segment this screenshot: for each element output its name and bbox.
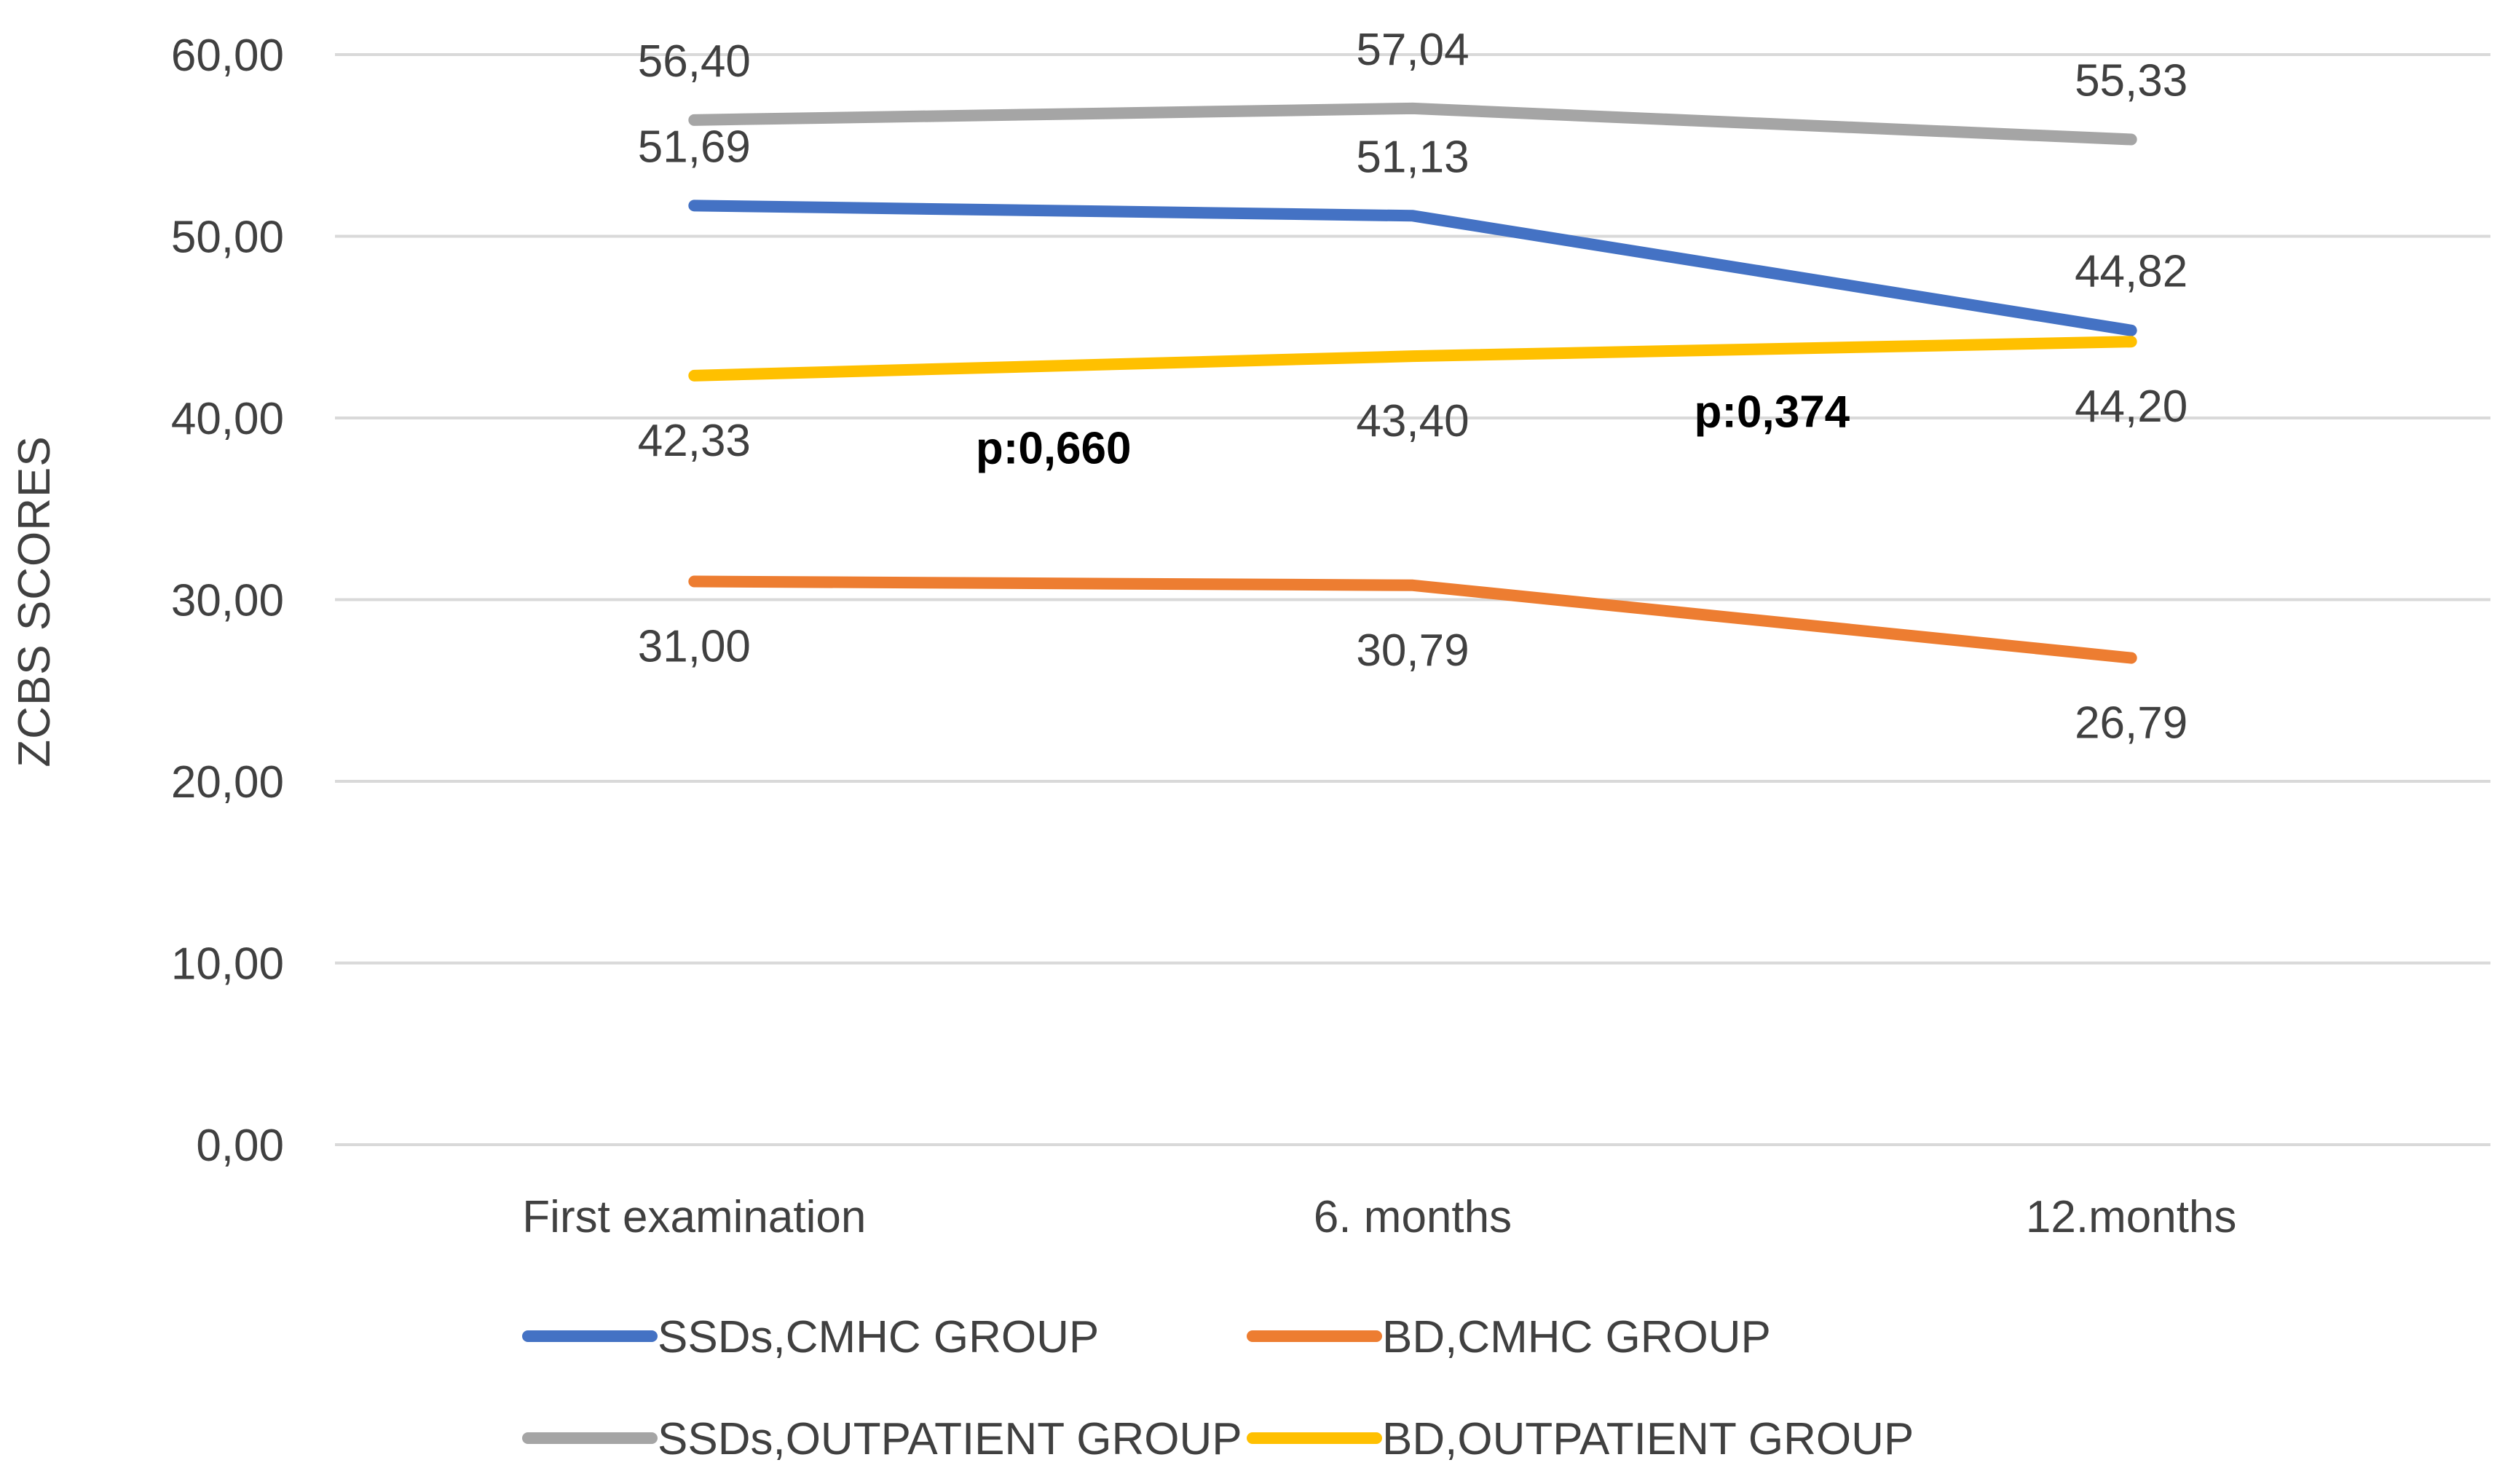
series-line <box>688 575 2137 664</box>
data-label: 30,79 <box>1356 625 1469 676</box>
series-line <box>688 200 2137 336</box>
p-value-annotation: p:0,374 <box>1694 387 1850 437</box>
data-label: 51,69 <box>638 122 751 172</box>
data-label: 31,00 <box>638 622 751 672</box>
p-value-annotations: p:0,660 p:0,374 <box>976 387 1850 473</box>
y-tick-label: 20,00 <box>171 757 284 808</box>
legend-label: BD,CMHC GROUP <box>1382 1312 1771 1362</box>
y-axis-title: ZCBS SCORES <box>9 435 60 767</box>
x-tick-label: 12.months <box>2026 1192 2237 1242</box>
data-label: 44,20 <box>2075 382 2188 432</box>
legend-label: BD,OUTPATIENT GROUP <box>1382 1414 1914 1464</box>
gridlines <box>335 53 2490 1146</box>
data-labels: 51,69 51,13 44,82 31,00 30,79 26,79 56,40 57,04… <box>638 25 2188 749</box>
data-label: 43,40 <box>1356 396 1469 446</box>
data-label: 55,33 <box>2075 56 2188 106</box>
series-line <box>688 336 2137 382</box>
p-value-annotation: p:0,660 <box>976 423 1132 473</box>
legend-label: SSDs,OUTPATIENT GROUP <box>658 1414 1242 1464</box>
y-tick-label: 0,00 <box>196 1121 284 1171</box>
legend-label: SSDs,CMHC GROUP <box>658 1312 1099 1362</box>
data-label: 42,33 <box>638 416 751 466</box>
y-axis-ticks: 0,00 10,00 20,00 30,00 40,00 50,00 60,00 <box>171 31 284 1171</box>
data-label: 51,13 <box>1356 132 1469 182</box>
y-tick-label: 30,00 <box>171 576 284 626</box>
y-tick-label: 10,00 <box>171 939 284 990</box>
data-label: 26,79 <box>2075 698 2188 749</box>
series-lines <box>688 102 2137 664</box>
y-tick-label: 60,00 <box>171 31 284 81</box>
y-tick-label: 50,00 <box>171 213 284 263</box>
x-tick-label: 6. months <box>1314 1192 1512 1242</box>
data-label: 44,82 <box>2075 247 2188 297</box>
data-label: 56,40 <box>638 36 751 87</box>
y-tick-label: 40,00 <box>171 394 284 444</box>
data-label: 57,04 <box>1356 25 1469 75</box>
x-axis-ticks: First examination 6. months 12.months <box>522 1192 2236 1242</box>
series-line <box>688 102 2137 146</box>
x-tick-label: First examination <box>522 1192 866 1242</box>
legend: SSDs,CMHC GROUP BD,CMHC GROUP SSDs,OUTPATI… <box>522 1312 1914 1464</box>
